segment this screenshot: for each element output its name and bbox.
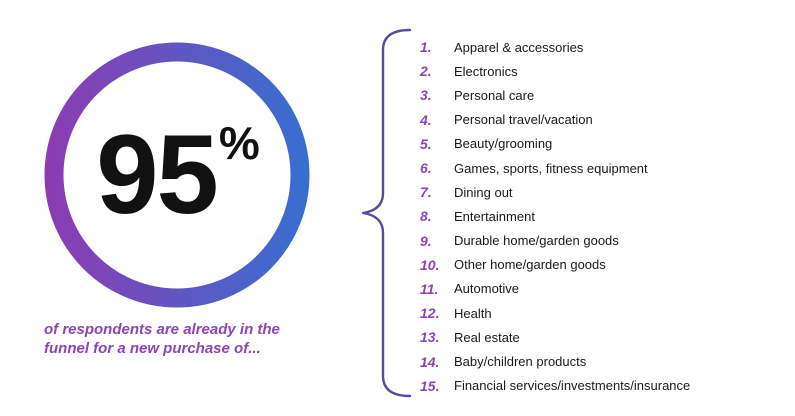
list-item: 7. Dining out <box>420 180 690 204</box>
list-item-label: Dining out <box>454 184 513 200</box>
list-item-label: Other home/garden goods <box>454 257 606 273</box>
list-item-index: 13. <box>420 329 440 346</box>
caption-line-2: funnel for a new purchase of... <box>44 340 261 357</box>
caption-line-1: of respondents are already in the <box>44 321 280 338</box>
list-item-label: Apparel & accessories <box>454 39 584 55</box>
list-item-label: Financial services/investments/insurance <box>454 378 691 394</box>
list-item-label: Entertainment <box>454 208 535 224</box>
percentage-ring <box>44 42 310 308</box>
list-item: 12. Health <box>420 301 690 325</box>
list-item-label: Electronics <box>454 63 518 79</box>
caption: of respondents are already in the funnel… <box>44 320 364 358</box>
list-item: 8. Entertainment <box>420 204 690 228</box>
list-item-label: Beauty/grooming <box>454 136 553 152</box>
list-item-index: 3. <box>420 87 432 104</box>
list-item: 2. Electronics <box>420 59 690 83</box>
list-item-label: Durable home/garden goods <box>454 233 619 249</box>
list-item: 6. Games, sports, fitness equipment <box>420 156 690 180</box>
percent-sign: % <box>218 117 260 169</box>
list-item-index: 15. <box>420 377 440 394</box>
list-item-index: 7. <box>420 184 432 201</box>
list-item-index: 9. <box>420 232 432 249</box>
curly-brace <box>361 28 412 398</box>
list-item-index: 8. <box>420 208 432 225</box>
list-item-label: Games, sports, fitness equipment <box>454 160 648 176</box>
list-item-label: Automotive <box>454 281 520 297</box>
list-item-label: Real estate <box>454 329 520 345</box>
list-item: 14. Baby/children products <box>420 349 690 373</box>
list-item-index: 10. <box>420 256 440 273</box>
list-item: 3. Personal care <box>420 83 690 107</box>
headline-number: 95 <box>96 112 219 237</box>
list-item: 9. Durable home/garden goods <box>420 229 690 253</box>
list-item: 10. Other home/garden goods <box>420 253 690 277</box>
list-item-index: 5. <box>420 135 432 152</box>
list-item: 1. Apparel & accessories <box>420 35 690 59</box>
list-item-index: 14. <box>420 353 440 370</box>
list-item: 13. Real estate <box>420 325 690 349</box>
list-item-label: Baby/children products <box>454 354 587 370</box>
list-item-label: Health <box>454 305 492 321</box>
purchase-category-list: 1. Apparel & accessories 2. Electronics 3. Pe… <box>420 35 690 398</box>
headline-percentage: 95 % <box>42 40 312 310</box>
list-item-index: 12. <box>420 305 440 322</box>
list-item: 11. Automotive <box>420 277 690 301</box>
list-item-label: Personal care <box>454 87 535 103</box>
list-item: 4. Personal travel/vacation <box>420 108 690 132</box>
list-item-index: 1. <box>420 39 432 56</box>
list-item-label: Personal travel/vacation <box>454 112 593 128</box>
list-item-index: 6. <box>420 160 432 177</box>
list-item: 5. Beauty/grooming <box>420 132 690 156</box>
list-item-index: 4. <box>420 111 432 128</box>
list-item-index: 2. <box>420 63 432 80</box>
list-item: 15. Financial services/investments/insura… <box>420 374 690 398</box>
list-item-index: 11. <box>420 280 439 297</box>
